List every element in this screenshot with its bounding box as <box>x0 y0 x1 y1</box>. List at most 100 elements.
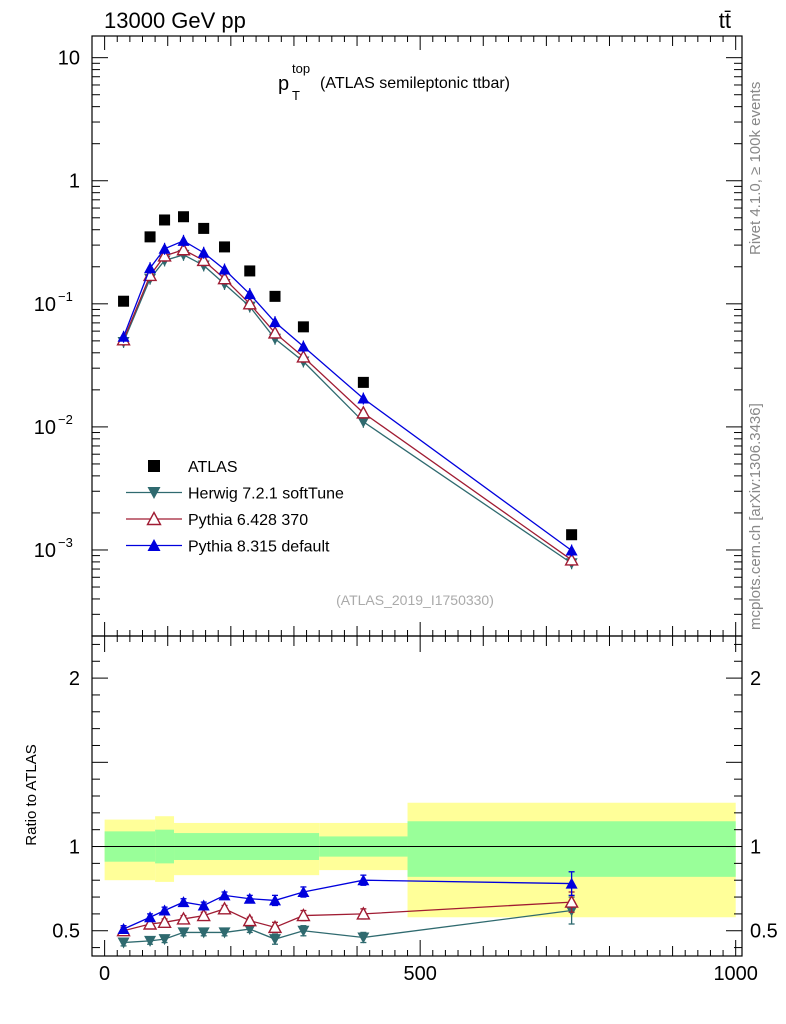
data-point <box>356 405 371 419</box>
data-point <box>144 262 157 274</box>
ratio-point <box>197 927 210 939</box>
ratio-point <box>297 886 310 897</box>
ratio-y-label-right: 0.5 <box>750 921 778 943</box>
ratio-point <box>117 923 130 935</box>
ratio-point <box>269 934 282 946</box>
data-point <box>197 246 210 258</box>
ratio-point <box>243 892 256 904</box>
y-tick-exponent: −2 <box>58 412 73 427</box>
ratio-point <box>296 908 311 922</box>
data-point <box>244 265 256 277</box>
ratio-point <box>157 914 172 929</box>
data-point <box>177 234 190 246</box>
series-line-3 <box>122 240 572 552</box>
y-tick-label: 10 <box>34 294 56 316</box>
data-point <box>297 340 310 352</box>
legend-marker <box>147 487 161 499</box>
legend-marker <box>146 511 162 526</box>
ratio-point <box>196 908 211 922</box>
data-point <box>218 263 231 275</box>
ratio-point <box>177 896 190 908</box>
data-point <box>118 295 130 307</box>
data-point <box>157 248 172 262</box>
data-point <box>217 271 232 285</box>
data-point <box>297 321 309 333</box>
title-sub: T <box>292 88 300 103</box>
ratio-point <box>297 925 310 937</box>
y-tick-exponent: −1 <box>58 289 73 304</box>
ratio-ylabel: Ratio to ATLAS <box>23 744 40 845</box>
process-label: tt̄ <box>719 8 731 33</box>
data-point <box>357 392 370 404</box>
ratio-point <box>564 894 579 908</box>
ratio-point <box>158 904 171 916</box>
mcplots-label: mcplots.cern.ch [arXiv:1306.3436] <box>747 403 764 630</box>
ratio-point <box>177 927 190 939</box>
title-suffix: (ATLAS semileptonic ttbar) <box>320 75 510 92</box>
ratio-point <box>176 911 191 925</box>
data-point <box>269 290 281 302</box>
data-point <box>564 552 579 566</box>
y-tick-exponent: −3 <box>58 535 73 550</box>
x-tick-label: 500 <box>403 963 436 985</box>
data-point <box>176 242 191 256</box>
y-tick-label: 10 <box>34 540 56 562</box>
data-point <box>198 222 210 234</box>
green-band <box>407 821 736 877</box>
ratio-point <box>242 913 257 927</box>
data-point <box>565 544 578 556</box>
x-tick-label: 0 <box>99 963 110 985</box>
data-point <box>269 316 282 328</box>
chart-title: p T top (ATLAS semileptonic ttbar) <box>278 61 510 103</box>
legend: ATLAS Herwig 7.2.1 softTune Pythia 6.428 3… <box>126 459 344 556</box>
data-point <box>219 241 231 253</box>
data-point <box>267 325 283 339</box>
rivet-label: Rivet 4.1.0, ≥ 100k events <box>747 82 764 255</box>
legend-marker <box>147 539 161 551</box>
energy-label: 13000 GeV pp <box>104 8 246 33</box>
data-point <box>144 231 156 243</box>
ratio-y-label-right: 2 <box>750 668 761 690</box>
ratio-frame <box>91 635 743 957</box>
ratio-point <box>357 932 370 944</box>
ratio-point <box>565 877 578 889</box>
ratio-point <box>218 889 231 901</box>
y-tick-label: 10 <box>58 48 80 70</box>
ratio-y-label-left: 1 <box>69 837 80 859</box>
data-point <box>357 376 369 388</box>
data-point <box>196 253 211 267</box>
ratio-panel: 0.5 0.5 1 1 2 2 0 500 1000 <box>52 635 778 985</box>
data-point <box>178 211 190 223</box>
x-tick-label: 1000 <box>713 963 758 985</box>
legend-label: ATLAS <box>188 459 238 476</box>
ratio-point <box>269 894 282 906</box>
ratio-point <box>356 906 371 920</box>
legend-label: Pythia 8.315 default <box>188 539 330 556</box>
y-tick-label: 1 <box>69 171 80 193</box>
title-main: p <box>278 73 289 95</box>
data-point <box>158 242 171 254</box>
ratio-point <box>144 935 157 947</box>
ratio-point <box>217 901 232 915</box>
ratio-point <box>267 919 283 934</box>
legend-label: Pythia 6.428 370 <box>188 512 308 529</box>
ratio-point <box>142 916 158 930</box>
ratio-point <box>117 937 130 949</box>
legend-label: Herwig 7.2.1 softTune <box>188 486 344 503</box>
ratio-point <box>197 899 210 911</box>
data-point <box>357 416 370 428</box>
y-tick-label: 10 <box>34 417 56 439</box>
data-point <box>117 330 130 342</box>
ratio-point <box>357 874 370 886</box>
data-point <box>296 349 311 363</box>
ratio-y-label-right: 1 <box>750 837 761 859</box>
data-point <box>243 288 256 300</box>
title-sup: top <box>292 61 310 76</box>
ratio-point <box>243 924 256 936</box>
analysis-id: (ATLAS_2019_I1750330) <box>336 592 494 608</box>
ratio-point <box>144 911 157 923</box>
data-point <box>242 296 257 310</box>
ratio-y-label-left: 2 <box>69 668 80 690</box>
legend-marker <box>148 460 160 472</box>
